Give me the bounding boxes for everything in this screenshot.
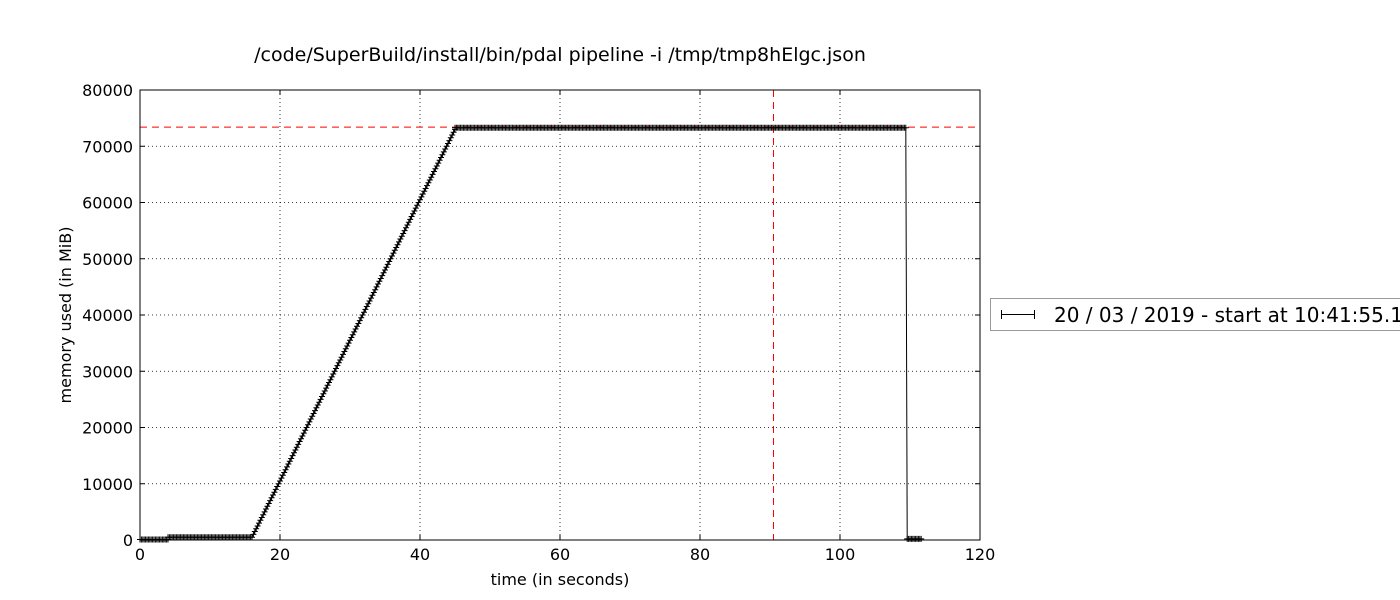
x-axis-label: time (in seconds) — [491, 570, 630, 589]
y-tick-label: 0 — [123, 531, 133, 550]
legend: 20 / 03 / 2019 - start at 10:41:55.1 — [990, 298, 1400, 331]
y-tick-label: 60000 — [82, 194, 133, 213]
series-markers — [137, 124, 925, 543]
y-tick-label: 40000 — [82, 306, 133, 325]
y-tick-label: 70000 — [82, 137, 133, 156]
grid — [140, 90, 980, 540]
chart-title: /code/SuperBuild/install/bin/pdal pipeli… — [254, 44, 866, 66]
y-tick-label: 80000 — [82, 81, 133, 100]
x-tick-label: 60 — [550, 545, 570, 564]
x-tick-label: 100 — [825, 545, 856, 564]
x-tick-label: 20 — [270, 545, 290, 564]
x-tick-label: 40 — [410, 545, 430, 564]
y-tick-label: 20000 — [82, 419, 133, 438]
y-tick-label: 30000 — [82, 362, 133, 381]
y-axis-label: memory used (in MiB) — [56, 227, 75, 404]
axis-ticks: 0 20 40 60 80 100 120 0 10000 20000 30000 40000 5000… — [82, 81, 995, 564]
x-tick-label: 120 — [965, 545, 996, 564]
y-tick-label: 10000 — [82, 475, 133, 494]
series-line — [140, 127, 922, 540]
legend-line-marker-icon — [1001, 310, 1035, 319]
y-tick-label: 50000 — [82, 250, 133, 269]
legend-label: 20 / 03 / 2019 - start at 10:41:55.1 — [1054, 303, 1400, 327]
data-series — [137, 124, 925, 543]
x-tick-label: 80 — [690, 545, 710, 564]
x-tick-label: 0 — [135, 545, 145, 564]
